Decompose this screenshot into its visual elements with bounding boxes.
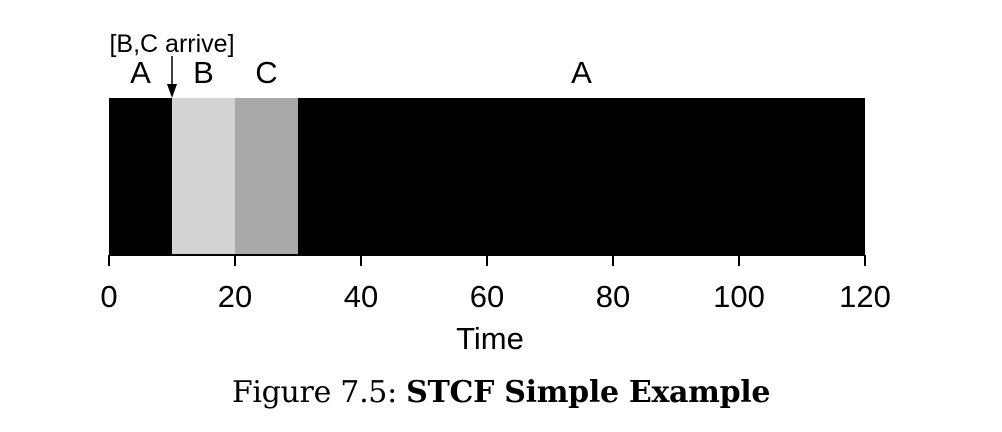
segment-label-a-3: A (571, 55, 592, 90)
caption-title: STCF Simple Example (406, 375, 771, 410)
annotation-arrow-head (167, 84, 177, 98)
figure-caption: Figure 7.5: STCF Simple Example (0, 375, 1002, 410)
segment-label-b-1: B (193, 55, 214, 90)
annotation-text: [B,C arrive] (109, 30, 234, 58)
x-axis-label: Time (456, 321, 524, 356)
x-tick-label-80: 80 (596, 279, 630, 314)
x-tick-label-100: 100 (713, 279, 765, 314)
x-tick-label-120: 120 (839, 279, 891, 314)
segment-label-a-0: A (130, 55, 151, 90)
x-axis-ticks: 0 20 40 60 80 100 120 (100, 255, 891, 314)
segment-c-2 (235, 98, 298, 255)
x-tick-label-40: 40 (344, 279, 378, 314)
segments-layer (109, 98, 865, 255)
segment-a-3 (298, 98, 865, 255)
x-tick-label-60: 60 (470, 279, 504, 314)
segment-label-c-2: C (255, 55, 277, 90)
timeline-chart: A B C A [B,C arrive] 0 20 40 60 80 100 120 Time (100, 30, 891, 356)
x-tick-label-0: 0 (100, 279, 117, 314)
annotation-layer: [B,C arrive] (109, 30, 235, 98)
segment-a-0 (109, 98, 172, 255)
x-tick-label-20: 20 (218, 279, 252, 314)
segment-b-1 (172, 98, 235, 255)
caption-prefix: Figure 7.5: (231, 375, 397, 410)
